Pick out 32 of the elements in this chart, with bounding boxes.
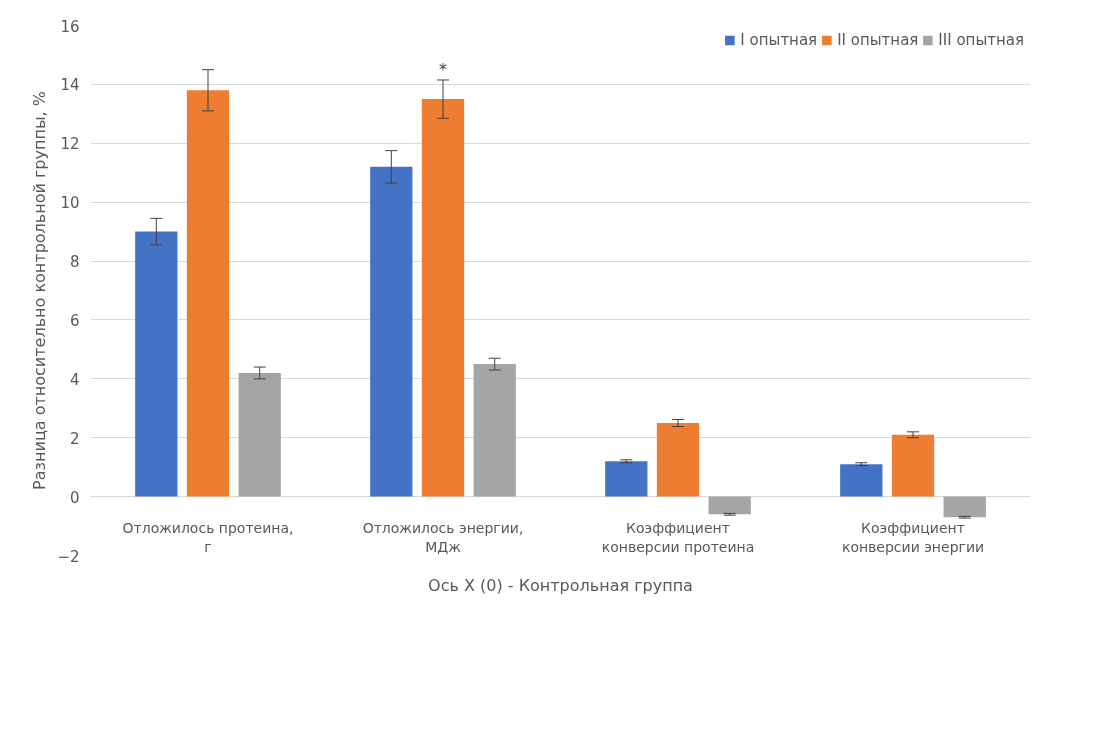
bar	[840, 464, 883, 497]
legend-label: II опытная	[837, 31, 919, 49]
x-tick-label: Коэффициент конверсии энергии	[841, 519, 985, 555]
annotation: *	[439, 59, 447, 79]
bar	[891, 434, 935, 497]
y-axis-title: Разница относительно контрольной группы, %	[30, 91, 50, 490]
y-tick-label: 0	[69, 488, 80, 507]
x-tick-label: Коэффициент конверсии протеина	[601, 519, 755, 555]
legend-label: I опытная	[740, 31, 818, 49]
bar	[605, 461, 648, 497]
y-tick-label: 16	[60, 17, 80, 36]
bar	[135, 231, 178, 497]
y-tick-label: 8	[69, 253, 80, 272]
bar	[943, 496, 986, 518]
bar	[238, 372, 281, 497]
bar	[656, 423, 700, 497]
bar	[370, 166, 413, 497]
y-tick-label: 10	[60, 194, 80, 213]
y-tick-label: 12	[60, 135, 80, 154]
y-tick-label: 2	[69, 429, 80, 448]
x-tick-label: Отложилось протеина, г	[122, 519, 294, 555]
y-tick-label: 4	[69, 370, 80, 389]
legend-label: III опытная	[938, 31, 1024, 49]
bar	[708, 496, 751, 515]
bar	[473, 364, 516, 497]
bar	[186, 90, 230, 497]
y-tick-label: 6	[69, 311, 80, 330]
x-tick-label: Отложилось энергии, МДж	[362, 519, 524, 555]
x-axis-title: Ось Х (0) - Контрольная группа	[428, 575, 693, 595]
y-tick-label: −2	[57, 547, 80, 566]
y-tick-label: 14	[60, 76, 80, 95]
bar	[421, 99, 465, 497]
